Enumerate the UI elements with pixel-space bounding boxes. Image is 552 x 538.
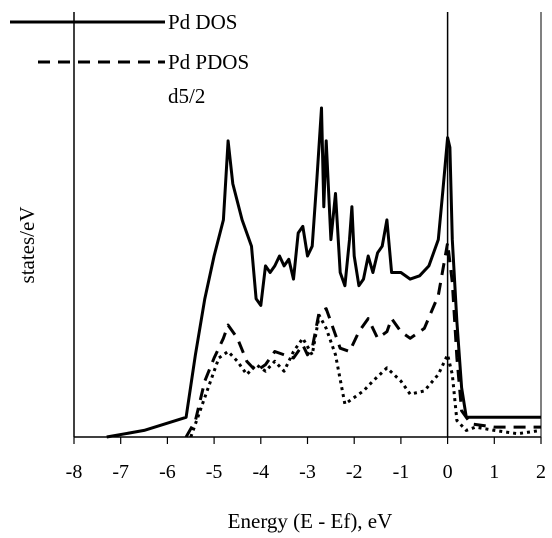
legend-label-pd-pdos: Pd PDOS <box>168 50 249 74</box>
x-tick-label: -2 <box>346 461 363 483</box>
legend: Pd DOS Pd PDOS d5/2 <box>10 10 249 108</box>
x-tick-label: -8 <box>66 461 83 483</box>
x-tick-label: -1 <box>393 461 410 483</box>
x-tick-label: 1 <box>489 461 499 483</box>
legend-label-pd-dos: Pd DOS <box>168 10 237 34</box>
x-tick-label: 2 <box>536 461 546 483</box>
x-tick-label: -6 <box>159 461 176 483</box>
y-axis-title: states/eV <box>15 207 39 284</box>
x-tick-label: -3 <box>299 461 316 483</box>
x-axis-title: Energy (E - Ef), eV <box>228 509 393 533</box>
legend-label-d52: d5/2 <box>168 84 205 108</box>
x-ticks: -8 -7 -6 -5 -4 -3 -2 -1 0 1 2 <box>66 437 546 483</box>
x-tick-label: -5 <box>206 461 223 483</box>
x-tick-label: 0 <box>443 461 453 483</box>
data-series <box>106 106 542 439</box>
series-line-pd-dos <box>106 106 541 439</box>
axes <box>73 12 542 438</box>
x-tick-label: -4 <box>252 461 269 483</box>
x-tick-label: -7 <box>112 461 129 483</box>
